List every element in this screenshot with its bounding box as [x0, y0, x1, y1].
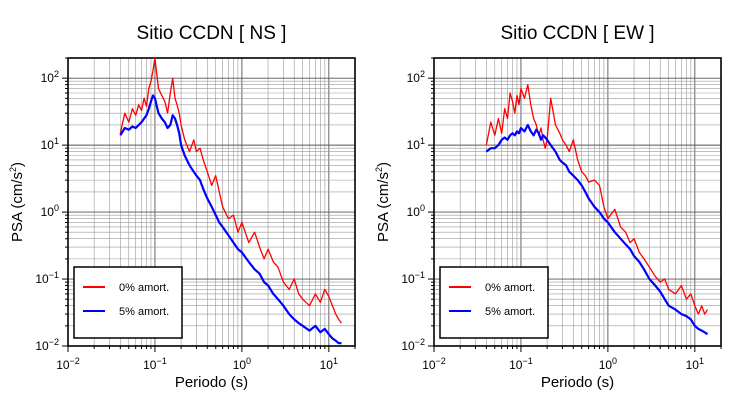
y-tick-label: 100: [407, 203, 425, 219]
grid: [67, 57, 356, 347]
x-tick-label: 100: [233, 356, 251, 372]
y-tick-label-base: 10: [35, 272, 49, 286]
y-tick-label-base: 10: [407, 71, 421, 85]
x-tick-label: 10−2: [422, 356, 446, 372]
y-tick-label-exp: 2: [420, 69, 425, 79]
ticks: [62, 57, 356, 352]
x-tick-label-base: 10: [56, 358, 70, 372]
series-line-undamped: [119, 57, 343, 324]
y-tick-label-exp: 2: [54, 69, 59, 79]
x-axis-label: Periodo (s): [541, 374, 614, 391]
y-tick-label-base: 10: [407, 205, 421, 219]
y-axis-label-sup: 2: [374, 167, 384, 172]
x-tick-label: 100: [599, 356, 617, 372]
legend-label: 5% amort.: [485, 306, 535, 318]
x-tick-label-base: 10: [599, 358, 613, 372]
y-tick-label-base: 10: [401, 272, 415, 286]
legend-box: [439, 266, 549, 339]
x-tick-label-exp: −2: [70, 356, 80, 366]
plot-frame: [67, 57, 356, 347]
y-axis-label-tail: ): [375, 162, 392, 167]
y-axis-label: PSA (cm/s2): [374, 162, 392, 242]
x-tick-label: 10−2: [56, 356, 80, 372]
x-tick-label-exp: 1: [333, 356, 338, 366]
x-tick-label: 101: [686, 356, 704, 372]
y-tick-label-exp: 1: [54, 136, 59, 146]
legend: 0% amort. 5% amort.: [439, 266, 549, 339]
y-tick-label-base: 10: [41, 205, 55, 219]
y-tick-label: 10−1: [35, 270, 59, 286]
y-axis-label-tail: ): [9, 162, 26, 167]
x-tick-label-base: 10: [320, 358, 334, 372]
x-tick-label-exp: −1: [522, 356, 532, 366]
y-tick-label-exp: 0: [420, 203, 425, 213]
y-tick-label-exp: −2: [49, 337, 59, 347]
legend: 0% amort. 5% amort.: [73, 266, 183, 339]
x-tick-label-exp: 0: [612, 356, 617, 366]
x-tick-label-base: 10: [509, 358, 523, 372]
legend-label: 0% amort.: [485, 282, 535, 294]
x-tick-label: 101: [320, 356, 338, 372]
series-line-damped: [485, 123, 709, 336]
y-axis-label-sup: 2: [8, 167, 18, 172]
y-tick-label-exp: −1: [49, 270, 59, 280]
y-tick-label: 101: [41, 136, 59, 152]
y-tick-label-base: 10: [41, 71, 55, 85]
y-tick-label: 102: [41, 69, 59, 85]
x-axis-label: Periodo (s): [175, 374, 248, 391]
y-tick-label: 10−2: [35, 337, 59, 353]
chart-title: Sitio CCDN [ EW ]: [500, 23, 654, 44]
y-tick-label: 102: [407, 69, 425, 85]
x-tick-label-base: 10: [143, 358, 157, 372]
chart-title: Sitio CCDN [ NS ]: [137, 23, 287, 44]
x-tick-label-exp: 0: [246, 356, 251, 366]
legend-box: [73, 266, 183, 339]
y-tick-label-base: 10: [401, 339, 415, 353]
y-tick-label-exp: 1: [420, 136, 425, 146]
x-tick-label-base: 10: [686, 358, 700, 372]
x-tick-label: 10−1: [143, 356, 167, 372]
y-tick-label: 101: [407, 136, 425, 152]
legend-label: 5% amort.: [119, 306, 169, 318]
x-tick-label-base: 10: [422, 358, 436, 372]
y-tick-label-base: 10: [407, 138, 421, 152]
y-tick-label: 10−1: [401, 270, 425, 286]
x-tick-label-exp: −1: [156, 356, 166, 366]
y-tick-label-exp: 0: [54, 203, 59, 213]
x-tick-label-exp: −2: [436, 356, 446, 366]
y-tick-label-base: 10: [41, 138, 55, 152]
y-tick-label-base: 10: [35, 339, 49, 353]
y-tick-label: 10−2: [401, 337, 425, 353]
y-axis-label: PSA (cm/s2): [8, 162, 26, 242]
y-tick-label-exp: −1: [415, 270, 425, 280]
y-tick-label-exp: −2: [415, 337, 425, 347]
plot-frame: [433, 57, 722, 347]
y-axis-label-base: PSA (cm/s: [9, 172, 26, 242]
y-axis-label-base: PSA (cm/s: [375, 172, 392, 242]
x-tick-label-exp: 1: [699, 356, 704, 366]
legend-label: 0% amort.: [119, 282, 169, 294]
x-tick-label: 10−1: [509, 356, 533, 372]
y-tick-label: 100: [41, 203, 59, 219]
series-line-damped: [119, 94, 342, 345]
x-tick-label-base: 10: [233, 358, 247, 372]
series-line-undamped: [485, 83, 709, 315]
ticks: [428, 57, 722, 352]
